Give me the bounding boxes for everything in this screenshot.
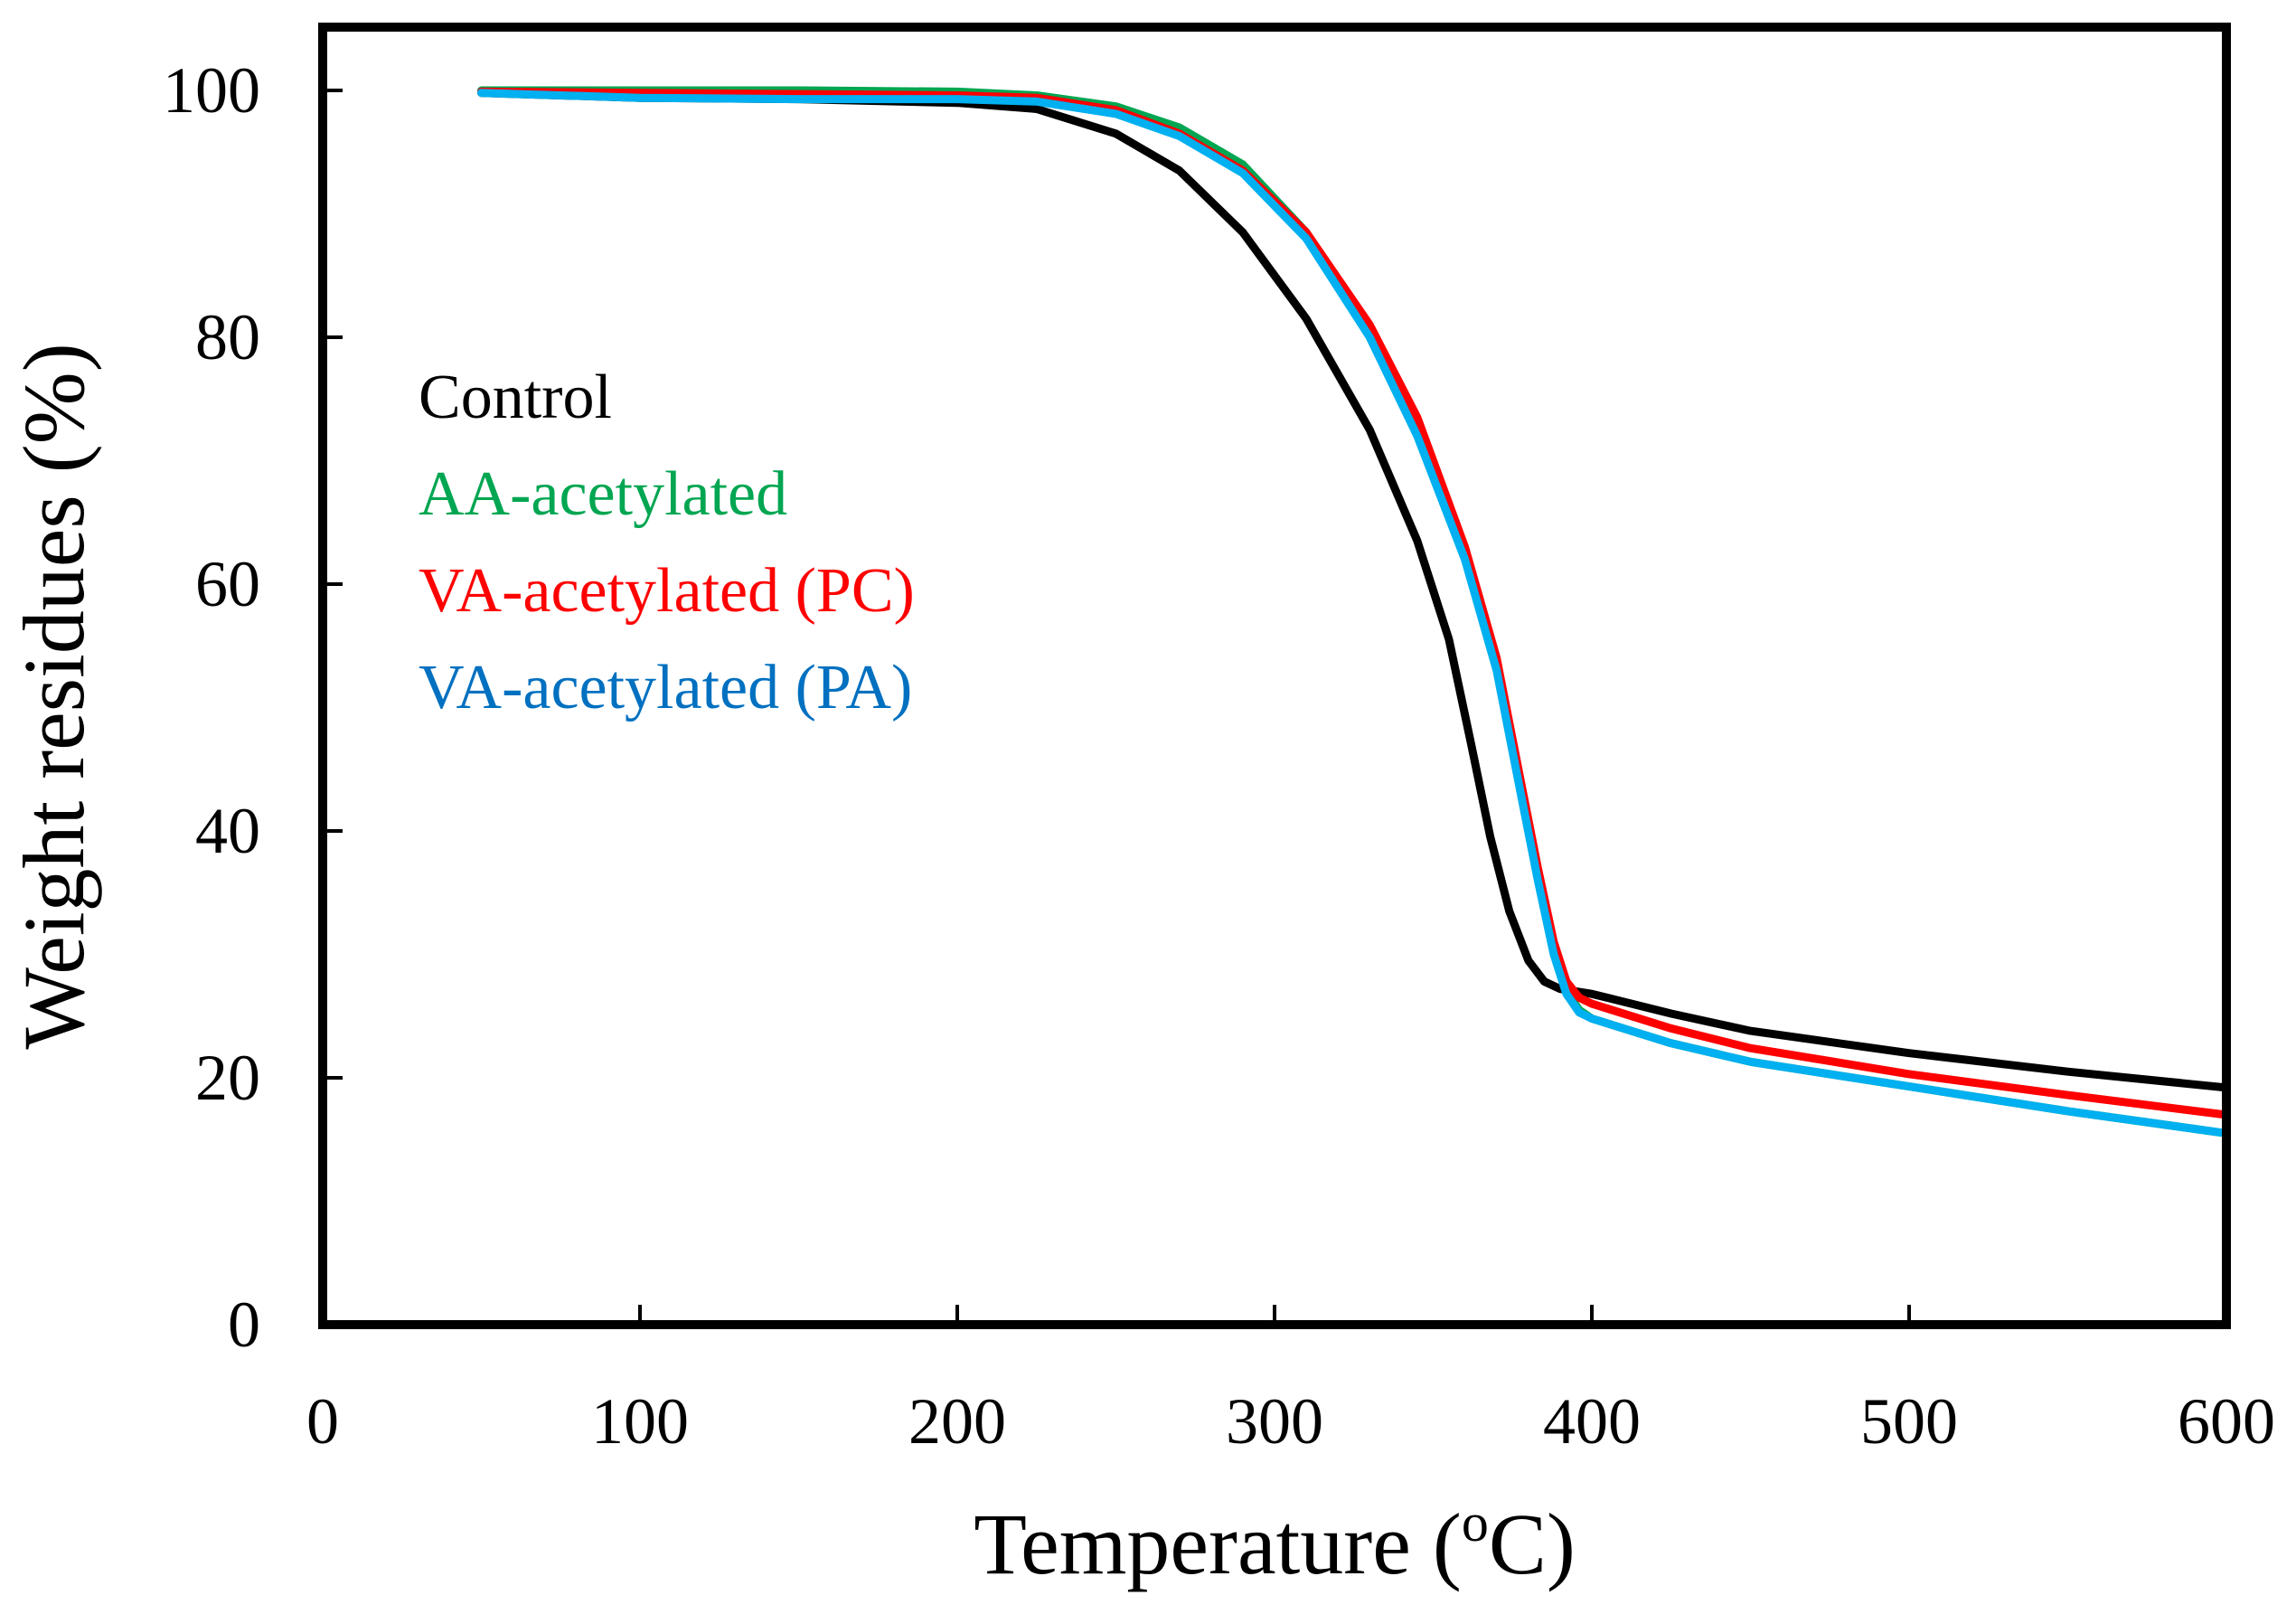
x-axis-title-superscript: o [1462,1493,1489,1553]
ticks-layer: 0 100 200 300 400 500 600 0 20 40 60 80 100 [163,54,2275,1458]
y-axis-title: Weight residues (%) [5,343,102,1049]
y-tick-label: 0 [228,1288,260,1361]
x-tick-label: 0 [306,1385,339,1458]
x-tick-label: 500 [1860,1385,1958,1458]
x-tick-label: 300 [1226,1385,1323,1458]
series-line-va-acetylated-pa [477,89,2231,1137]
legend-entry: VA-acetylated (PA) [419,653,912,722]
x-tick-label: 400 [1543,1385,1641,1458]
series-line-control [477,89,2231,1092]
legend-entry: Control [419,363,612,432]
x-axis-title: Temperature (oC) [974,1493,1576,1592]
y-tick-label: 100 [163,54,260,127]
legend-entry: VA-acetylated (PC) [419,556,915,626]
y-tick-label: 60 [195,548,260,620]
x-tick-label: 600 [2178,1385,2275,1458]
legend-entry: AA-acetylated [419,459,787,529]
x-tick-label: 100 [591,1385,689,1458]
x-tick-label: 200 [908,1385,1006,1458]
legend: Control AA-acetylated VA-acetylated (PC) VA… [419,363,915,722]
y-tick-label: 20 [195,1042,260,1114]
series-layer [477,86,2231,1137]
y-tick-label: 80 [195,301,260,373]
x-axis-title-tail: C) [1489,1496,1576,1592]
y-tick-label: 40 [195,795,260,867]
